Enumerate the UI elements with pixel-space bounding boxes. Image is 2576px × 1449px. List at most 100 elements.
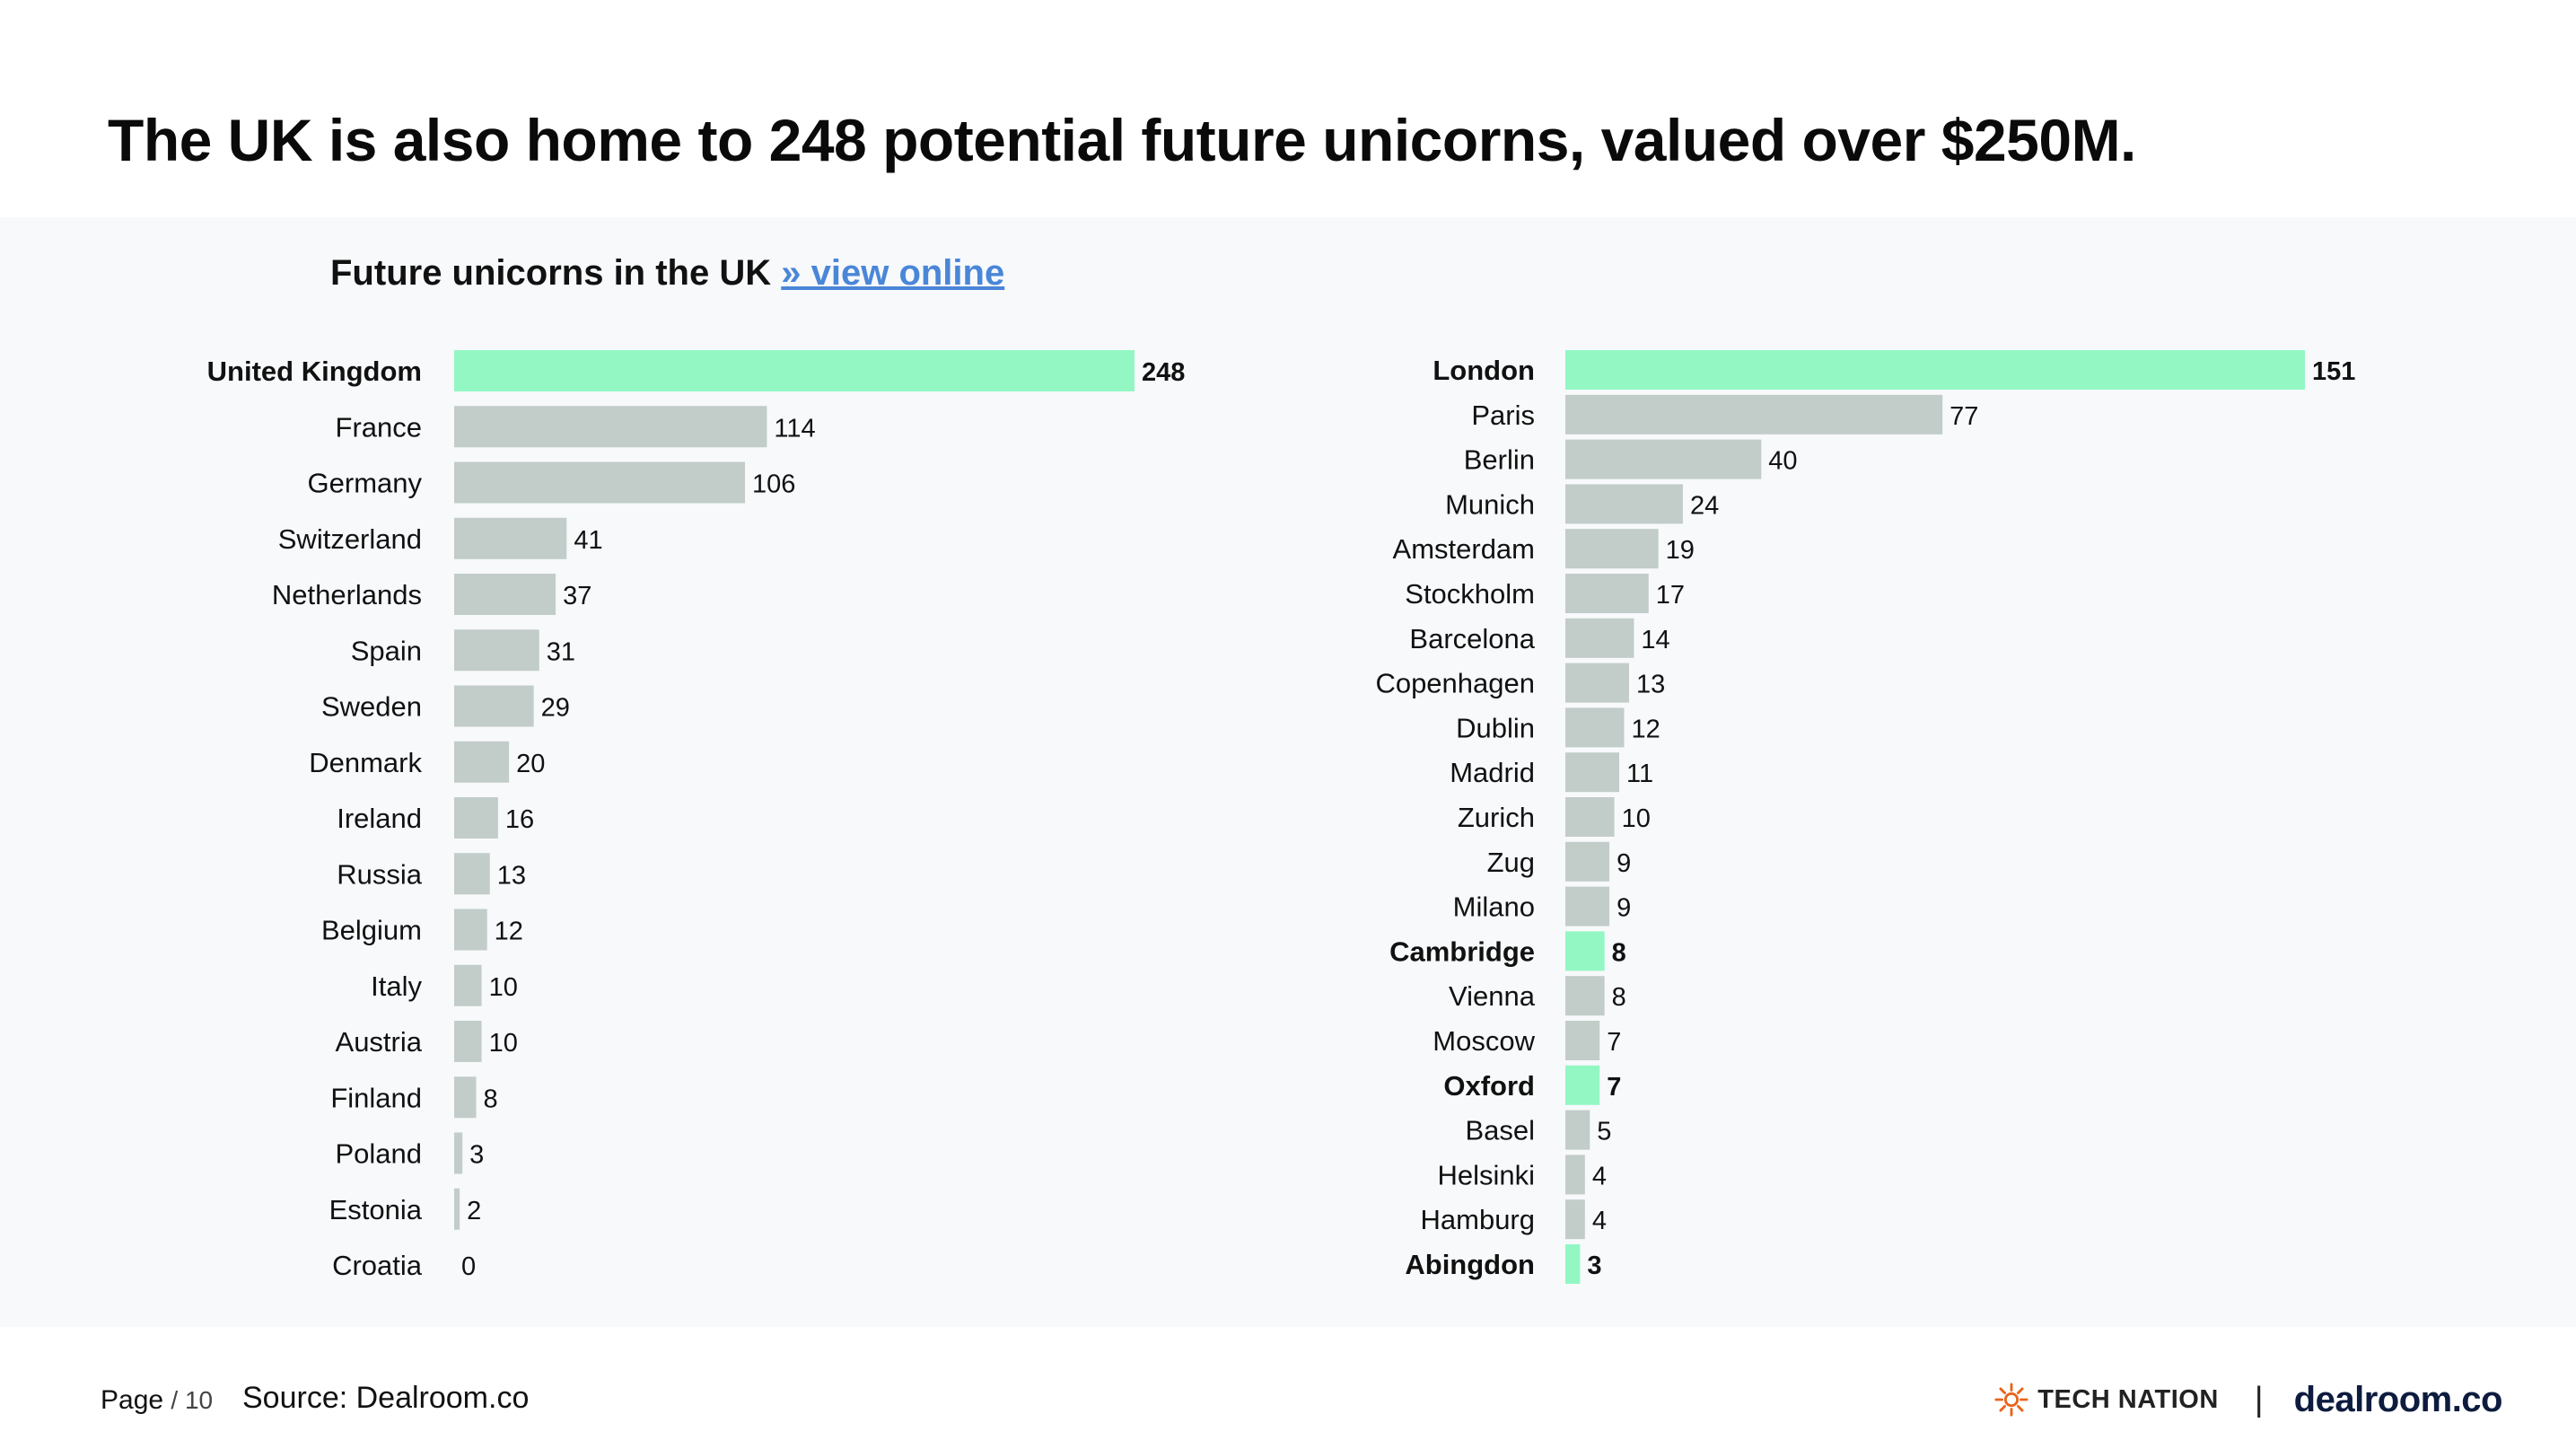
- dealroom-logo: dealroom.co: [2293, 1379, 2503, 1419]
- value-label-moscow: 7: [1607, 1028, 1621, 1057]
- category-label-italy: Italy: [371, 970, 422, 1002]
- bar-poland: [454, 1132, 463, 1174]
- bar-dublin: [1565, 707, 1625, 748]
- value-label-denmark: 20: [516, 750, 545, 778]
- bar-oxford: [1565, 1065, 1600, 1105]
- category-label-berlin: Berlin: [1464, 444, 1535, 476]
- category-label-cambridge: Cambridge: [1389, 935, 1535, 967]
- category-label-switzerland: Switzerland: [278, 523, 422, 555]
- page-indicator: Page / 10: [101, 1385, 213, 1416]
- category-label-dublin: Dublin: [1456, 712, 1535, 743]
- bar-zurich: [1565, 797, 1615, 837]
- value-label-madrid: 11: [1626, 760, 1653, 788]
- value-label-amsterdam: 19: [1666, 536, 1695, 565]
- chart-panel: [0, 217, 2576, 1327]
- value-label-united-kingdom: 248: [1142, 358, 1185, 387]
- value-label-hamburg: 4: [1592, 1207, 1607, 1235]
- category-label-moscow: Moscow: [1433, 1025, 1535, 1057]
- category-label-basel: Basel: [1465, 1115, 1535, 1146]
- value-label-poland: 3: [469, 1141, 484, 1170]
- bar-paris: [1565, 394, 1943, 435]
- footer-logos: TECH NATION | dealroom.co: [1994, 1377, 2503, 1422]
- value-label-finland: 8: [483, 1085, 497, 1113]
- category-label-madrid: Madrid: [1450, 757, 1535, 788]
- bar-cambridge: [1565, 931, 1605, 971]
- value-label-italy: 10: [489, 973, 518, 1002]
- bar-belgium: [454, 909, 487, 951]
- category-label-milano: Milano: [1453, 891, 1535, 923]
- bar-abingdon: [1565, 1244, 1581, 1284]
- category-label-helsinki: Helsinki: [1437, 1159, 1535, 1190]
- chart-heading: Future unicorns in the UK » view online: [330, 253, 1004, 294]
- category-label-oxford: Oxford: [1443, 1070, 1535, 1102]
- value-label-helsinki: 4: [1592, 1162, 1607, 1190]
- value-label-berlin: 40: [1768, 447, 1797, 476]
- value-label-ireland: 16: [505, 805, 534, 834]
- bar-berlin: [1565, 439, 1762, 479]
- source-note: Source: Dealroom.co: [242, 1381, 530, 1415]
- category-label-belgium: Belgium: [321, 915, 422, 946]
- tech-nation-logo: TECH NATION: [1994, 1383, 2219, 1417]
- value-label-vienna: 8: [1612, 983, 1626, 1012]
- category-label-barcelona: Barcelona: [1409, 623, 1535, 654]
- countries-bar-chart: United Kingdom 248 France 114 Germany 106 Swit…: [207, 350, 1185, 1281]
- value-label-munich: 24: [1690, 491, 1719, 520]
- value-label-belgium: 12: [495, 918, 523, 946]
- category-label-austria: Austria: [336, 1026, 423, 1058]
- sunburst-icon: [1994, 1383, 2028, 1417]
- tech-nation-logo-text: TECH NATION: [2037, 1384, 2219, 1414]
- view-online-link[interactable]: » view online: [781, 253, 1005, 293]
- bar-munich: [1565, 484, 1683, 524]
- bar-ireland: [454, 797, 498, 839]
- category-label-copenhagen: Copenhagen: [1375, 668, 1535, 699]
- category-label-spain: Spain: [351, 635, 422, 666]
- category-label-united-kingdom: United Kingdom: [207, 356, 422, 387]
- value-label-barcelona: 14: [1641, 626, 1669, 654]
- category-label-hamburg: Hamburg: [1421, 1204, 1536, 1235]
- bar-barcelona: [1565, 618, 1634, 658]
- category-label-poland: Poland: [335, 1138, 422, 1170]
- value-label-croatia: 0: [461, 1252, 476, 1281]
- value-label-london: 151: [2312, 357, 2355, 386]
- bar-switzerland: [454, 517, 567, 559]
- value-label-abingdon: 3: [1587, 1251, 1601, 1280]
- bar-basel: [1565, 1110, 1590, 1150]
- category-label-london: London: [1433, 355, 1535, 386]
- bar-sweden: [454, 685, 534, 727]
- value-label-dublin: 12: [1631, 715, 1660, 743]
- value-label-switzerland: 41: [574, 526, 602, 555]
- category-label-estonia: Estonia: [329, 1194, 423, 1225]
- bar-finland: [454, 1076, 477, 1119]
- category-label-ireland: Ireland: [337, 803, 422, 834]
- value-label-france: 114: [774, 414, 815, 443]
- value-label-sweden: 29: [541, 694, 570, 723]
- bar-copenhagen: [1565, 663, 1629, 703]
- value-label-germany: 106: [752, 470, 795, 499]
- category-label-netherlands: Netherlands: [272, 579, 422, 610]
- chart-heading-title: Future unicorns in the UK: [330, 253, 772, 293]
- value-label-stockholm: 17: [1656, 581, 1685, 610]
- category-label-stockholm: Stockholm: [1405, 578, 1535, 610]
- category-label-paris: Paris: [1471, 400, 1535, 431]
- value-label-copenhagen: 13: [1636, 671, 1665, 699]
- bar-united-kingdom: [454, 350, 1135, 391]
- value-label-paris: 77: [1950, 402, 1978, 431]
- value-label-zurich: 10: [1622, 804, 1651, 833]
- value-label-netherlands: 37: [563, 582, 591, 610]
- category-label-vienna: Vienna: [1449, 980, 1536, 1012]
- bar-spain: [454, 629, 539, 672]
- value-label-cambridge: 8: [1612, 938, 1626, 967]
- page-number: / 10: [171, 1386, 214, 1414]
- logo-separator: |: [2254, 1380, 2264, 1418]
- bar-milano: [1565, 886, 1610, 926]
- bar-estonia: [454, 1188, 460, 1230]
- category-label-finland: Finland: [330, 1082, 422, 1113]
- category-label-munich: Munich: [1445, 488, 1535, 520]
- category-label-germany: Germany: [308, 468, 423, 499]
- bar-zug: [1565, 841, 1610, 882]
- value-label-oxford: 7: [1607, 1073, 1621, 1102]
- category-label-sweden: Sweden: [321, 691, 422, 723]
- category-label-denmark: Denmark: [309, 747, 422, 778]
- page-label: Page: [101, 1385, 164, 1415]
